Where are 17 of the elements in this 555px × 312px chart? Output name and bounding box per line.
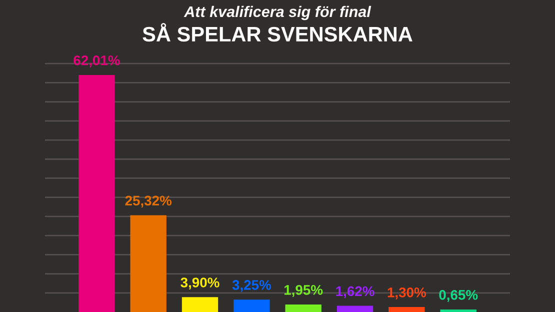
data-label: 0,65%	[439, 290, 478, 302]
bar	[336, 306, 374, 312]
data-label: 1,62%	[336, 286, 374, 298]
bar	[388, 307, 425, 312]
data-label: 1,95%	[284, 285, 323, 297]
data-label: 62,01%	[74, 55, 120, 68]
chart-subtitle: Att kvalificera sig för final	[184, 6, 372, 20]
bar	[182, 297, 218, 312]
bar	[234, 300, 270, 312]
data-label: 25,32%	[125, 196, 172, 208]
data-label: 1,30%	[388, 288, 426, 300]
data-label: 3,25%	[232, 280, 271, 292]
bar	[78, 75, 115, 312]
data-label: 3,90%	[180, 278, 220, 290]
bar	[130, 215, 166, 312]
bar	[285, 304, 322, 312]
chart-title: SÅ SPELAR SVENSKARNA	[142, 22, 412, 42]
